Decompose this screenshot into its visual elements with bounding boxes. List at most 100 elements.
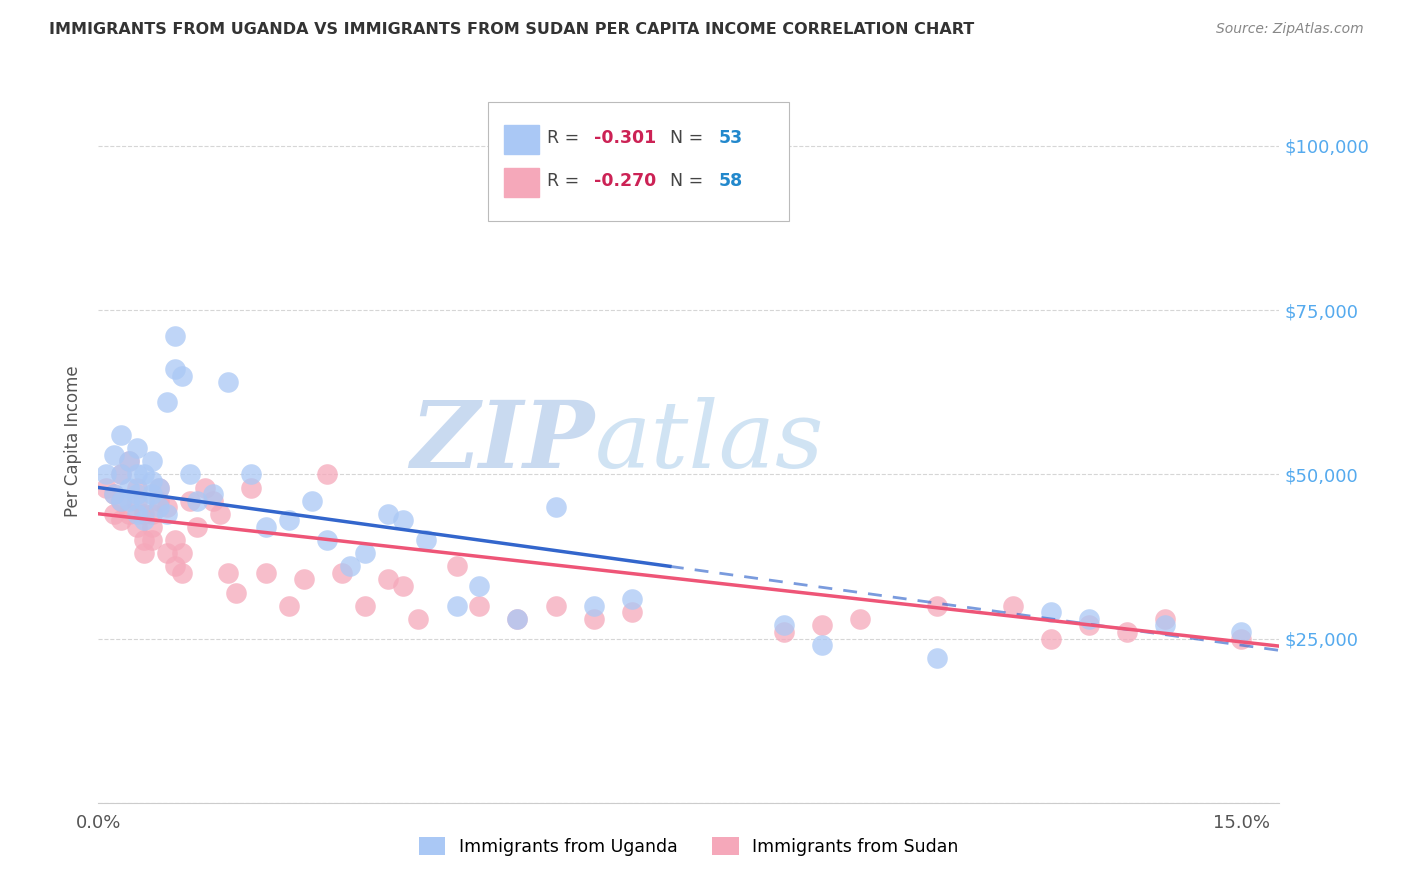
Point (148, 500, 170, 515)
Point (125, 441, 148, 455)
Point (201, 493, 224, 508)
Point (118, 493, 141, 508)
Point (377, 507, 399, 521)
Point (811, 618, 834, 632)
Point (925, 599, 948, 613)
Point (446, 559, 468, 574)
Point (339, 559, 361, 574)
Point (254, 566, 277, 580)
Point (316, 533, 339, 547)
Point (141, 487, 163, 501)
Text: 58: 58 (718, 172, 742, 190)
Point (103, 448, 125, 462)
Point (849, 612, 872, 626)
Point (392, 579, 415, 593)
Point (1154, 612, 1177, 626)
Point (125, 467, 148, 482)
Point (141, 474, 163, 488)
Point (163, 559, 186, 574)
Point (468, 579, 491, 593)
Point (201, 487, 224, 501)
Point (118, 481, 141, 495)
Point (110, 428, 132, 442)
Point (148, 481, 170, 495)
Point (163, 329, 186, 343)
Point (925, 651, 948, 665)
Point (163, 362, 186, 376)
Point (209, 507, 232, 521)
Point (134, 546, 156, 560)
Point (125, 493, 148, 508)
Text: N =: N = (659, 172, 709, 190)
Point (1078, 618, 1101, 632)
Point (620, 605, 643, 619)
Point (118, 507, 141, 521)
Point (544, 599, 567, 613)
Point (134, 493, 156, 508)
Point (330, 566, 353, 580)
Point (773, 618, 796, 632)
Point (172, 546, 194, 560)
Point (811, 638, 834, 652)
Point (134, 513, 156, 527)
Point (1230, 625, 1253, 640)
FancyBboxPatch shape (488, 102, 789, 221)
Point (134, 533, 156, 547)
Y-axis label: Per Capita Income: Per Capita Income (65, 366, 83, 517)
Point (118, 454, 141, 468)
Point (110, 467, 132, 482)
Point (134, 507, 156, 521)
Point (118, 454, 141, 468)
Point (125, 520, 148, 534)
Point (1078, 612, 1101, 626)
Point (225, 585, 247, 599)
Bar (503, 125, 538, 154)
Point (773, 625, 796, 640)
Point (277, 599, 299, 613)
Point (141, 507, 163, 521)
Point (292, 573, 315, 587)
Point (186, 493, 208, 508)
Text: R =: R = (547, 172, 585, 190)
Point (620, 592, 643, 607)
Point (316, 467, 339, 482)
Point (354, 546, 377, 560)
Point (141, 454, 163, 468)
Text: atlas: atlas (595, 397, 824, 486)
Point (1039, 632, 1062, 646)
Point (125, 507, 148, 521)
Point (103, 487, 125, 501)
Point (1154, 618, 1177, 632)
Point (172, 368, 194, 383)
Point (254, 520, 277, 534)
Point (392, 513, 415, 527)
Point (94, 481, 117, 495)
Point (239, 467, 262, 482)
Point (125, 487, 148, 501)
Point (156, 546, 179, 560)
Point (148, 493, 170, 508)
Bar (503, 169, 538, 197)
Point (468, 599, 491, 613)
Text: IMMIGRANTS FROM UGANDA VS IMMIGRANTS FROM SUDAN PER CAPITA INCOME CORRELATION CH: IMMIGRANTS FROM UGANDA VS IMMIGRANTS FRO… (49, 22, 974, 37)
Point (110, 467, 132, 482)
Point (186, 520, 208, 534)
Point (110, 513, 132, 527)
Point (141, 520, 163, 534)
Text: -0.270: -0.270 (595, 172, 657, 190)
Point (446, 599, 468, 613)
Point (301, 493, 323, 508)
Point (277, 513, 299, 527)
Point (156, 507, 179, 521)
Point (1230, 632, 1253, 646)
Point (217, 376, 239, 390)
Point (1116, 625, 1139, 640)
Point (103, 487, 125, 501)
Point (179, 467, 201, 482)
Legend: Immigrants from Uganda, Immigrants from Sudan: Immigrants from Uganda, Immigrants from … (412, 830, 966, 863)
Point (1039, 605, 1062, 619)
Point (415, 533, 437, 547)
Text: N =: N = (659, 129, 709, 147)
Text: 53: 53 (718, 129, 742, 147)
Point (1001, 599, 1024, 613)
